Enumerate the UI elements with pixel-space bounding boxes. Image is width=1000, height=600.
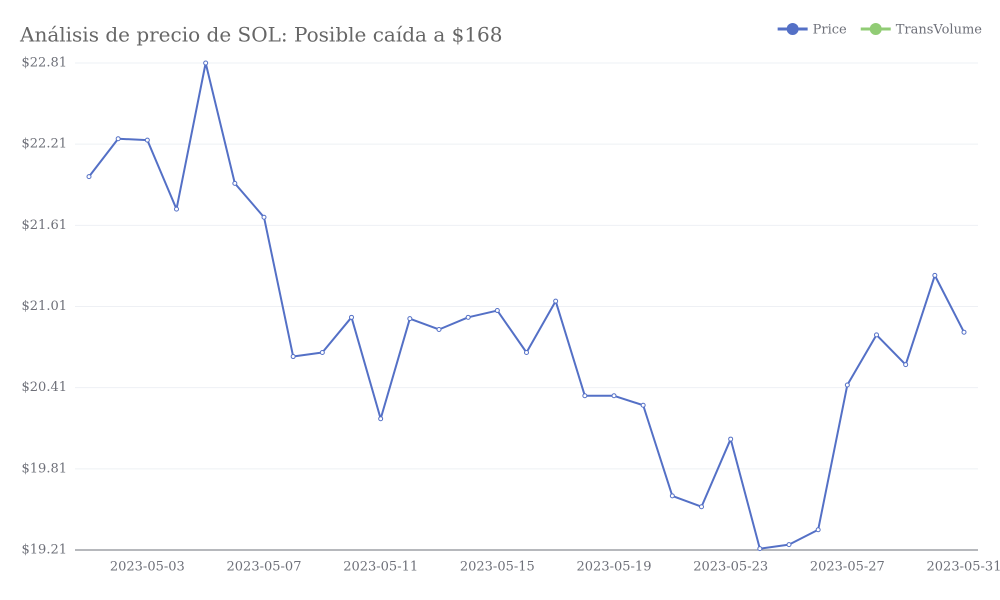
point — [874, 332, 879, 338]
x-tick-label: 2023-05-11 — [343, 560, 418, 575]
point — [582, 393, 588, 399]
point — [903, 362, 909, 368]
y-tick-label: $22.21 — [22, 137, 68, 152]
point — [932, 272, 938, 278]
point — [786, 542, 792, 548]
legend-label: Price — [813, 23, 847, 38]
point — [261, 214, 267, 220]
point — [86, 174, 92, 180]
line — [88, 62, 965, 550]
point — [203, 60, 209, 66]
x-tick-label: 2023-05-07 — [227, 560, 302, 575]
point — [378, 416, 384, 422]
x-tick-label: 2023-05-15 — [460, 560, 535, 575]
point — [757, 546, 763, 552]
y-tick-label: $22.81 — [22, 56, 68, 71]
y-tick-label: $20.41 — [22, 380, 68, 395]
point — [115, 136, 121, 142]
y-tick-label: $19.81 — [22, 461, 68, 476]
point — [494, 308, 500, 314]
point — [844, 382, 850, 388]
point — [174, 206, 179, 212]
point — [465, 314, 471, 320]
legend-label: TransVolume — [896, 23, 983, 38]
point — [699, 504, 704, 510]
x-tick-label: 2023-05-19 — [577, 560, 652, 575]
x-tick-label: 2023-05-31 — [927, 560, 1000, 575]
point — [611, 393, 617, 399]
point — [436, 326, 442, 332]
point — [524, 349, 529, 355]
point — [144, 137, 150, 143]
point — [232, 180, 238, 186]
legend-marker — [786, 23, 799, 35]
legend-marker — [869, 23, 882, 35]
point — [815, 527, 821, 533]
y-tick-label: $21.01 — [22, 299, 68, 314]
x-tick-label: 2023-05-27 — [810, 560, 885, 575]
point — [961, 329, 967, 335]
point — [640, 402, 646, 408]
x-tick-label: 2023-05-23 — [693, 560, 768, 575]
point — [290, 354, 296, 360]
point — [319, 349, 325, 355]
y-tick-label: $21.61 — [22, 218, 68, 233]
point — [349, 314, 354, 320]
x-tick-label: 2023-05-03 — [110, 560, 185, 575]
point — [728, 436, 734, 442]
point — [553, 298, 559, 304]
chart-title: Análisis de precio de SOL: Posible caída… — [19, 23, 503, 47]
point — [407, 316, 413, 322]
point — [669, 493, 675, 499]
y-tick-label: $19.21 — [22, 543, 68, 558]
